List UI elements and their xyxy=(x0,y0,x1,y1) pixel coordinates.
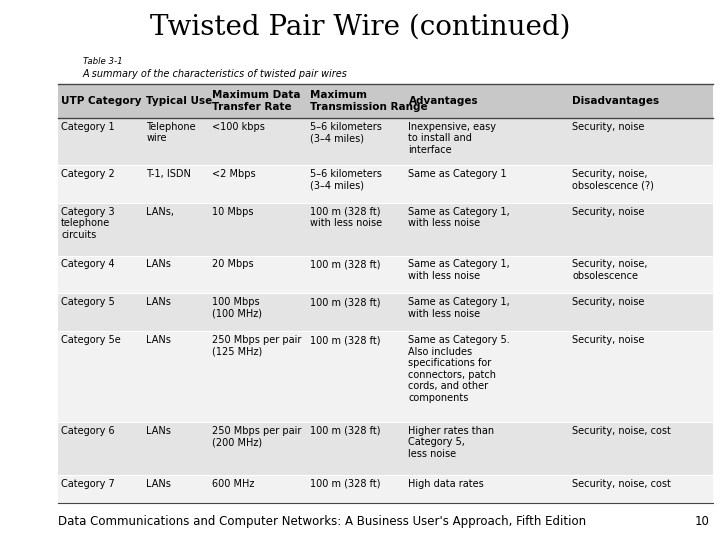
Text: Inexpensive, easy
to install and
interface: Inexpensive, easy to install and interfa… xyxy=(408,122,497,154)
Text: Security, noise: Security, noise xyxy=(572,335,644,345)
Text: 250 Mbps per pair
(125 MHz): 250 Mbps per pair (125 MHz) xyxy=(212,335,301,356)
Text: <100 kbps: <100 kbps xyxy=(212,122,265,132)
Text: LANs,: LANs, xyxy=(146,206,174,217)
Text: LANs: LANs xyxy=(146,335,171,345)
Text: Security, noise: Security, noise xyxy=(572,297,644,307)
Text: 100 m (328 ft): 100 m (328 ft) xyxy=(310,259,381,269)
Text: Telephone
wire: Telephone wire xyxy=(146,122,196,143)
Text: Maximum
Transmission Range: Maximum Transmission Range xyxy=(310,90,428,111)
Text: 250 Mbps per pair
(200 MHz): 250 Mbps per pair (200 MHz) xyxy=(212,426,301,447)
Text: Security, noise, cost: Security, noise, cost xyxy=(572,478,671,489)
Text: Typical Use: Typical Use xyxy=(146,96,212,106)
Bar xyxy=(58,202,713,255)
Text: 10: 10 xyxy=(694,515,709,528)
Text: LANs: LANs xyxy=(146,297,171,307)
Text: LANs: LANs xyxy=(146,478,171,489)
Text: Category 1: Category 1 xyxy=(61,122,114,132)
Text: Twisted Pair Wire (continued): Twisted Pair Wire (continued) xyxy=(150,14,570,40)
Text: Same as Category 1,
with less noise: Same as Category 1, with less noise xyxy=(408,297,510,319)
Text: Category 5e: Category 5e xyxy=(61,335,121,345)
Text: 100 m (328 ft)
with less noise: 100 m (328 ft) with less noise xyxy=(310,206,382,228)
Text: Category 5: Category 5 xyxy=(61,297,115,307)
Text: Higher rates than
Category 5,
less noise: Higher rates than Category 5, less noise xyxy=(408,426,495,459)
Text: Category 2: Category 2 xyxy=(61,168,115,179)
Bar xyxy=(58,475,713,503)
Bar xyxy=(58,293,713,331)
Text: LANs: LANs xyxy=(146,259,171,269)
Text: UTP Category: UTP Category xyxy=(61,96,142,106)
Text: Category 3
telephone
circuits: Category 3 telephone circuits xyxy=(61,206,114,240)
Text: 5–6 kilometers
(3–4 miles): 5–6 kilometers (3–4 miles) xyxy=(310,168,382,191)
Text: Table 3-1: Table 3-1 xyxy=(83,57,122,66)
Text: Security, noise: Security, noise xyxy=(572,122,644,132)
Text: Category 4: Category 4 xyxy=(61,259,114,269)
Text: Security, noise,
obsolescence: Security, noise, obsolescence xyxy=(572,259,648,281)
Text: T-1, ISDN: T-1, ISDN xyxy=(146,168,192,179)
Bar xyxy=(58,422,713,475)
Bar xyxy=(58,118,713,165)
Text: Security, noise,
obsolescence (?): Security, noise, obsolescence (?) xyxy=(572,168,654,191)
Text: 10 Mbps: 10 Mbps xyxy=(212,206,253,217)
Bar xyxy=(58,84,713,118)
Text: Maximum Data
Transfer Rate: Maximum Data Transfer Rate xyxy=(212,90,300,111)
Text: Category 7: Category 7 xyxy=(61,478,115,489)
Text: 600 MHz: 600 MHz xyxy=(212,478,254,489)
Text: 100 m (328 ft): 100 m (328 ft) xyxy=(310,478,381,489)
Text: Same as Category 5.
Also includes
specifications for
connectors, patch
cords, an: Same as Category 5. Also includes specif… xyxy=(408,335,510,403)
Text: Category 6: Category 6 xyxy=(61,426,114,436)
Text: Disadvantages: Disadvantages xyxy=(572,96,660,106)
Text: 100 m (328 ft): 100 m (328 ft) xyxy=(310,297,381,307)
Text: LANs: LANs xyxy=(146,426,171,436)
Text: <2 Mbps: <2 Mbps xyxy=(212,168,256,179)
Text: Same as Category 1: Same as Category 1 xyxy=(408,168,507,179)
Text: 100 Mbps
(100 MHz): 100 Mbps (100 MHz) xyxy=(212,297,262,319)
Text: Same as Category 1,
with less noise: Same as Category 1, with less noise xyxy=(408,206,510,228)
Text: 100 m (328 ft): 100 m (328 ft) xyxy=(310,335,381,345)
Text: Same as Category 1,
with less noise: Same as Category 1, with less noise xyxy=(408,259,510,281)
Bar xyxy=(58,165,713,202)
Text: Advantages: Advantages xyxy=(408,96,478,106)
Text: 100 m (328 ft): 100 m (328 ft) xyxy=(310,426,381,436)
Text: High data rates: High data rates xyxy=(408,478,485,489)
Text: Data Communications and Computer Networks: A Business User's Approach, Fifth Edi: Data Communications and Computer Network… xyxy=(58,515,586,528)
Text: 20 Mbps: 20 Mbps xyxy=(212,259,253,269)
Text: Security, noise, cost: Security, noise, cost xyxy=(572,426,671,436)
Text: Security, noise: Security, noise xyxy=(572,206,644,217)
Bar xyxy=(58,255,713,293)
Text: A summary of the characteristics of twisted pair wires: A summary of the characteristics of twis… xyxy=(83,69,348,79)
Text: 5–6 kilometers
(3–4 miles): 5–6 kilometers (3–4 miles) xyxy=(310,122,382,143)
